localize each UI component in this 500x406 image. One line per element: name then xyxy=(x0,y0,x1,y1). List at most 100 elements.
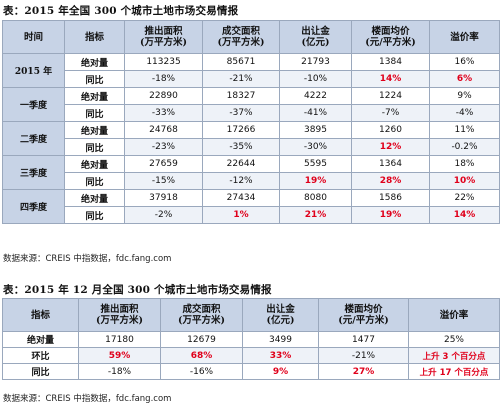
table-row: 同比 -33% -37% -41% -7% -4% xyxy=(3,104,500,122)
cell-deal: 18327 xyxy=(202,87,280,105)
cell-price: -21% xyxy=(318,347,409,364)
cell-revenue: 4222 xyxy=(279,87,352,105)
cell-supply: -2% xyxy=(124,206,203,224)
metric-label: 同比 xyxy=(64,172,125,190)
table2-title: 表：2015 年 12 月全国 300 个城市土地市场交易情报 xyxy=(3,284,272,296)
cell-premium: 11% xyxy=(429,121,500,139)
period-label: 2015 年 xyxy=(2,53,65,88)
cell-deal: 27434 xyxy=(202,189,280,207)
col-header-price: 楼面均价 (元/平方米) xyxy=(318,298,409,332)
metric-label: 环比 xyxy=(2,347,79,364)
metric-label: 同比 xyxy=(64,70,125,88)
period-label: 一季度 xyxy=(2,87,65,122)
cell-supply: 24768 xyxy=(124,121,203,139)
december-land-market-table: 指标 推出面积 (万平方米) 成交面积 (万平方米) 出让金 (亿元) 楼面均价 (元/… xyxy=(2,298,500,380)
annual-land-market-table: 时间 指标 推出面积 (万平方米) 成交面积 (万平方米) 出让金 (亿元) 楼面均价… xyxy=(2,20,500,224)
cell-supply: -33% xyxy=(124,104,203,122)
cell-premium: 上升 17 个百分点 xyxy=(408,363,500,380)
cell-deal: 85671 xyxy=(202,53,280,71)
col-header-deal: 成交面积 (万平方米) xyxy=(160,298,243,332)
cell-revenue: 19% xyxy=(279,172,352,190)
table-row: 同比 -15% -12% 19% 28% 10% xyxy=(3,172,500,190)
cell-revenue: 8080 xyxy=(279,189,352,207)
cell-revenue: -10% xyxy=(279,70,352,88)
cell-premium: 25% xyxy=(408,331,500,348)
cell-revenue: 9% xyxy=(242,363,319,380)
cell-supply: 17180 xyxy=(78,331,161,348)
cell-price: 1477 xyxy=(318,331,409,348)
table-row: 2015 年 绝对量 113235 85671 21793 1384 16% xyxy=(2,53,500,88)
col-header-price: 楼面均价 (元/平方米) xyxy=(351,20,430,54)
col-header-premium: 溢价率 xyxy=(408,298,500,332)
cell-price: 19% xyxy=(351,206,430,224)
col-header-period: 时间 xyxy=(2,20,65,54)
cell-supply: 27659 xyxy=(124,155,203,173)
cell-supply: 22890 xyxy=(124,87,203,105)
cell-premium: 上升 3 个百分点 xyxy=(408,347,500,364)
cell-revenue: 33% xyxy=(242,347,319,364)
cell-price: 12% xyxy=(351,138,430,156)
cell-deal: 1% xyxy=(202,206,280,224)
cell-price: 28% xyxy=(351,172,430,190)
col-header-revenue: 出让金 (亿元) xyxy=(279,20,352,54)
cell-price: -7% xyxy=(351,104,430,122)
cell-premium: -4% xyxy=(429,104,500,122)
cell-premium: 6% xyxy=(429,70,500,88)
cell-premium: 10% xyxy=(429,172,500,190)
period-label: 二季度 xyxy=(2,121,65,156)
cell-price: 1586 xyxy=(351,189,430,207)
cell-price: 14% xyxy=(351,70,430,88)
col-header-metric: 指标 xyxy=(64,20,125,54)
cell-premium: 14% xyxy=(429,206,500,224)
metric-label: 同比 xyxy=(64,138,125,156)
cell-revenue: 3499 xyxy=(242,331,319,348)
cell-supply: -18% xyxy=(78,363,161,380)
cell-deal: -16% xyxy=(160,363,243,380)
cell-supply: -23% xyxy=(124,138,203,156)
table-row: 四季度 绝对量 37918 27434 8080 1586 22% xyxy=(2,189,500,224)
metric-label: 绝对量 xyxy=(64,189,125,207)
metric-label: 绝对量 xyxy=(64,53,125,71)
cell-revenue: 3895 xyxy=(279,121,352,139)
col-header-premium: 溢价率 xyxy=(429,20,500,54)
metric-label: 绝对量 xyxy=(64,121,125,139)
cell-deal: -35% xyxy=(202,138,280,156)
table-row: 同比 -23% -35% -30% 12% -0.2% xyxy=(3,138,500,156)
cell-supply: -18% xyxy=(124,70,203,88)
cell-revenue: 21793 xyxy=(279,53,352,71)
table-row: 绝对量 17180 12679 3499 1477 25% xyxy=(2,331,500,348)
table-row: 三季度 绝对量 27659 22644 5595 1364 18% xyxy=(2,155,500,190)
cell-deal: 17266 xyxy=(202,121,280,139)
table-row: 同比 -18% -21% -10% 14% 6% xyxy=(3,70,500,88)
cell-supply: 113235 xyxy=(124,53,203,71)
cell-price: 1260 xyxy=(351,121,430,139)
table2-source: 数据来源：CREIS 中指数据，fdc.fang.com xyxy=(3,394,172,404)
cell-supply: 59% xyxy=(78,347,161,364)
metric-label: 同比 xyxy=(64,206,125,224)
cell-deal: -21% xyxy=(202,70,280,88)
cell-revenue: -41% xyxy=(279,104,352,122)
col-header-revenue: 出让金 (亿元) xyxy=(242,298,319,332)
period-label: 三季度 xyxy=(2,155,65,190)
col-header-deal: 成交面积 (万平方米) xyxy=(202,20,280,54)
cell-premium: 22% xyxy=(429,189,500,207)
cell-premium: 16% xyxy=(429,53,500,71)
table-header-row: 时间 指标 推出面积 (万平方米) 成交面积 (万平方米) 出让金 (亿元) 楼面均价… xyxy=(2,20,500,54)
col-header-metric: 指标 xyxy=(2,298,79,332)
cell-price: 1224 xyxy=(351,87,430,105)
cell-premium: -0.2% xyxy=(429,138,500,156)
cell-revenue: 21% xyxy=(279,206,352,224)
cell-price: 27% xyxy=(318,363,409,380)
col-header-supply: 推出面积 (万平方米) xyxy=(124,20,203,54)
metric-label: 绝对量 xyxy=(64,155,125,173)
table-row: 同比 -18% -16% 9% 27% 上升 17 个百分点 xyxy=(2,363,500,380)
cell-supply: 37918 xyxy=(124,189,203,207)
cell-revenue: 5595 xyxy=(279,155,352,173)
cell-deal: -12% xyxy=(202,172,280,190)
table1-source: 数据来源：CREIS 中指数据，fdc.fang.com xyxy=(3,254,172,264)
table-row: 环比 59% 68% 33% -21% 上升 3 个百分点 xyxy=(2,347,500,364)
cell-premium: 18% xyxy=(429,155,500,173)
cell-supply: -15% xyxy=(124,172,203,190)
table1-title: 表：2015 年全国 300 个城市土地市场交易情报 xyxy=(3,5,239,17)
